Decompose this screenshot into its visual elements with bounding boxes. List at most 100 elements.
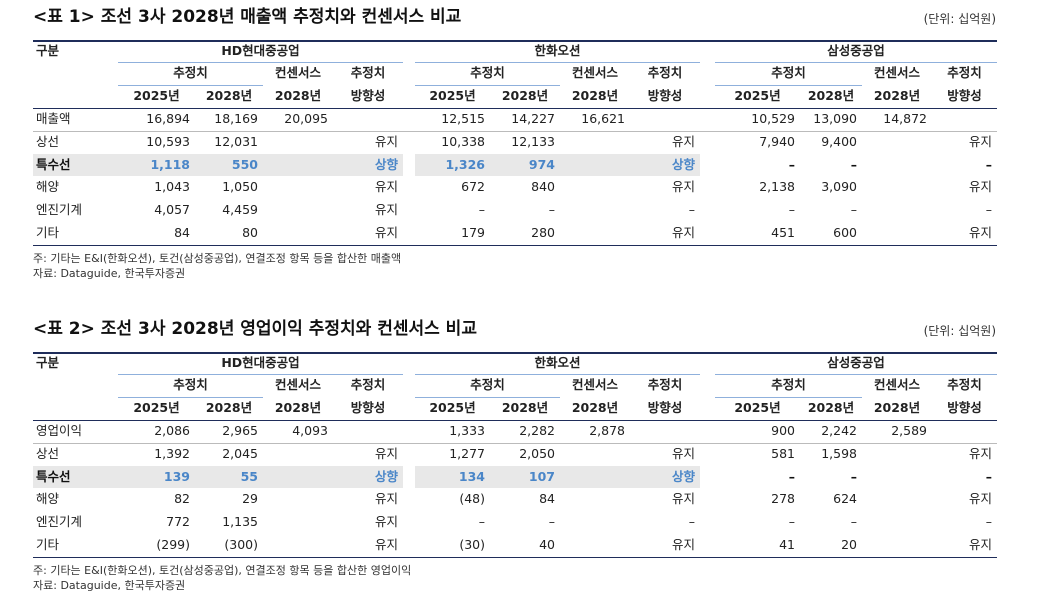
cell: 13,090 [813, 111, 857, 126]
cell: 280 [531, 225, 555, 240]
table-bottom-border [33, 244, 997, 246]
group-underline [715, 62, 997, 63]
group-header: 한화오션 [534, 43, 581, 58]
cell: 4,459 [222, 202, 258, 218]
cell: 1,598 [821, 445, 857, 461]
cell: 1,118 [150, 156, 190, 172]
header-corner: 구분 [36, 43, 60, 58]
cell: 유지 [968, 225, 992, 240]
sub-header: 추정치 [173, 65, 208, 80]
cell: 유지 [671, 537, 695, 552]
cell: 유지 [374, 537, 398, 552]
year-header: 2028년 [501, 88, 549, 103]
cell: – [850, 156, 857, 172]
cell: 2,878 [589, 423, 625, 438]
year-header: 2028년 [274, 88, 322, 103]
cell: 1,333 [449, 423, 485, 438]
sub-header: 컨센서스 [274, 377, 321, 392]
cell: 672 [461, 179, 485, 195]
cell: 4,057 [154, 202, 190, 218]
year-header: 방향성 [947, 88, 982, 103]
cell: 유지 [671, 179, 695, 195]
row-label: 기타 [36, 537, 60, 552]
cell: 유지 [968, 179, 992, 195]
row-label: 해양 [36, 491, 60, 507]
cell: 유지 [374, 514, 398, 530]
year-header: 2028년 [807, 400, 855, 415]
cell: 41 [779, 537, 795, 552]
cell: 29 [242, 491, 258, 507]
cell: 134 [458, 468, 485, 484]
highlight [415, 465, 700, 489]
cell: 55 [240, 468, 258, 484]
sub-header: 추정치 [470, 65, 505, 80]
cell: 20 [841, 537, 857, 552]
cell: 2,050 [519, 445, 555, 461]
cell: 16,621 [581, 111, 625, 126]
year-header: 2028년 [571, 400, 619, 415]
group-underline [118, 374, 403, 375]
cell: 유지 [374, 202, 398, 218]
cell: 84 [539, 491, 555, 507]
sub-header: 추정치 [470, 377, 505, 392]
cell: 12,133 [511, 133, 555, 149]
cell: 상향 [671, 468, 695, 484]
year-header: 2028년 [873, 88, 921, 103]
sub-header: 추정치 [771, 377, 806, 392]
cell: 18,169 [214, 111, 258, 126]
note: 주: 기타는 E&I(한화오션), 토건(삼성중공업), 연결조정 항목 등을 … [33, 563, 412, 577]
cell: 유지 [374, 225, 398, 240]
row-label: 해양 [36, 179, 60, 195]
year-header: 방향성 [350, 88, 386, 103]
row-label: 상선 [36, 133, 60, 149]
cell: 974 [528, 156, 555, 172]
cell: 772 [166, 514, 190, 530]
sub-header: 컨센서스 [274, 65, 321, 80]
header-top-border [33, 40, 997, 42]
cell: – [478, 202, 485, 218]
cell: – [788, 514, 795, 530]
group-header: 한화오션 [534, 355, 581, 370]
group-underline [415, 62, 700, 63]
cell: 9,400 [821, 133, 857, 149]
group-underline [118, 62, 403, 63]
cell: 1,135 [222, 514, 258, 530]
row-label: 특수선 [36, 468, 71, 484]
cell: 유지 [968, 537, 992, 552]
cell: 1,050 [222, 179, 258, 195]
cell: 2,965 [222, 423, 258, 438]
cell: 2,589 [891, 423, 927, 438]
note: 자료: Dataguide, 한국투자증권 [33, 266, 186, 280]
row-separator [33, 130, 997, 132]
cell: – [985, 468, 992, 484]
cell: 10,593 [146, 133, 190, 149]
group-header: 삼성중공업 [827, 355, 885, 370]
cell: – [850, 202, 857, 218]
sub-underline [415, 397, 560, 398]
year-header: 2025년 [734, 88, 781, 103]
cell: 14,872 [883, 111, 927, 126]
cell: 유지 [374, 445, 398, 461]
table-title: <표 2> 조선 3사 2028년 영업이익 추정치와 컨센서스 비교 [33, 319, 477, 339]
cell: 1,277 [449, 445, 485, 461]
note: 주: 기타는 E&I(한화오션), 토건(삼성중공업), 연결조정 항목 등을 … [33, 251, 402, 265]
header-top-border [33, 352, 997, 354]
row-label: 엔진기계 [36, 202, 83, 218]
cell: 900 [771, 423, 795, 438]
cell: 624 [833, 491, 857, 507]
year-header: 2028년 [873, 400, 921, 415]
cell: 80 [242, 225, 258, 240]
year-header: 2025년 [429, 400, 476, 415]
cell: – [688, 514, 695, 530]
sub-header: 추정치 [350, 377, 386, 392]
cell: 139 [163, 468, 190, 484]
year-header: 2028년 [807, 88, 855, 103]
sub-header: 추정치 [350, 65, 386, 80]
group-header: 삼성중공업 [827, 43, 885, 58]
cell: 유지 [968, 445, 992, 461]
sub-header: 추정치 [647, 65, 683, 80]
cell: – [850, 514, 857, 530]
cell: – [788, 202, 795, 218]
cell: 840 [531, 179, 555, 195]
